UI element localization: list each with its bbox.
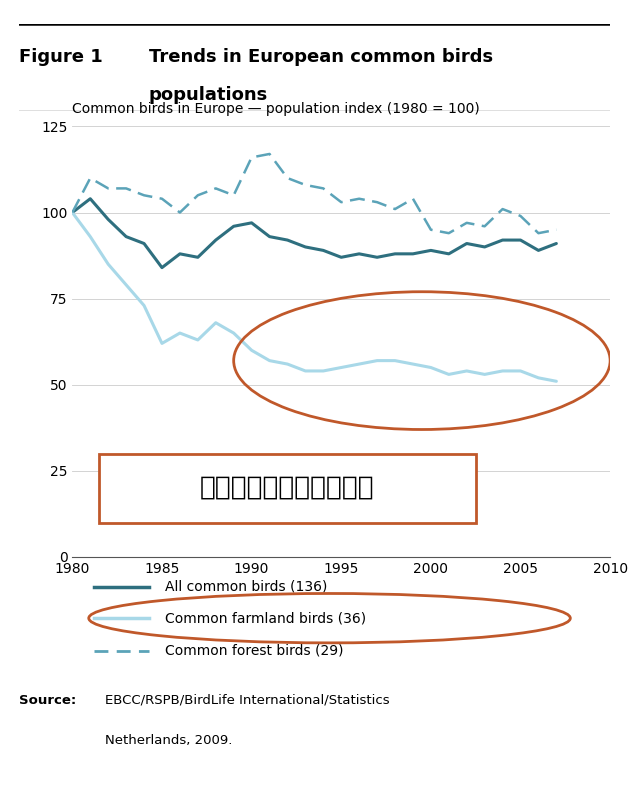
Text: Netherlands, 2009.: Netherlands, 2009. <box>104 735 232 747</box>
Text: Common farmland birds (36): Common farmland birds (36) <box>165 611 367 625</box>
Text: Figure 1: Figure 1 <box>19 48 103 66</box>
Text: Common forest birds (29): Common forest birds (29) <box>165 644 344 658</box>
Text: populations: populations <box>149 86 268 104</box>
Text: EBCC/RSPB/BirdLife International/Statistics: EBCC/RSPB/BirdLife International/Statist… <box>104 694 389 706</box>
Bar <box>99 453 476 522</box>
Text: All common birds (136): All common birds (136) <box>165 580 328 593</box>
Text: Source:: Source: <box>19 694 76 706</box>
Text: Trends in European common birds: Trends in European common birds <box>149 48 493 66</box>
Text: 農地性鳥類が大きく減少: 農地性鳥類が大きく減少 <box>200 475 375 501</box>
Text: Common birds in Europe — population index (1980 = 100): Common birds in Europe — population inde… <box>72 101 480 115</box>
